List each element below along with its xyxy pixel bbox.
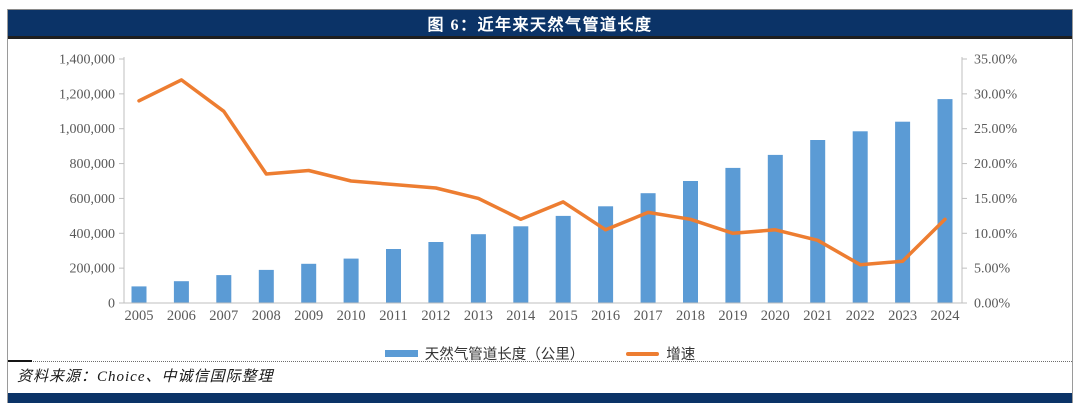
left-axis-label: 1,000,000 <box>59 122 115 137</box>
growth-line <box>137 78 947 267</box>
footer-divider-dotted <box>8 361 1072 362</box>
x-axis-label-2007: 2007 <box>209 308 238 324</box>
right-axis-label: 20.00% <box>974 157 1018 172</box>
x-axis-label-2010: 2010 <box>337 308 366 324</box>
bar-2012 <box>428 242 444 303</box>
bar-series-swatch <box>384 350 418 357</box>
x-axis-label-2008: 2008 <box>252 308 281 324</box>
right-axis-label: 0.00% <box>974 297 1011 312</box>
bar-2007 <box>216 275 232 303</box>
legend-item-pipeline: 天然气管道长度（公里） <box>384 343 585 364</box>
x-axis-label-2009: 2009 <box>294 308 323 324</box>
left-axis-label: 0 <box>108 297 115 312</box>
x-axis-label-2021: 2021 <box>803 308 832 324</box>
header-divider <box>7 36 1073 39</box>
x-axis-label-2014: 2014 <box>506 308 536 324</box>
x-axis-label-2023: 2023 <box>888 308 917 324</box>
right-axis-label: 30.00% <box>974 87 1018 102</box>
x-axis-label-2015: 2015 <box>549 308 578 324</box>
bar-2008 <box>258 269 274 303</box>
bar-series-label: 天然气管道长度（公里） <box>424 347 585 363</box>
left-axis-label: 1,200,000 <box>59 87 115 102</box>
bar-2018 <box>683 181 698 303</box>
pipeline-chart: 0 200,000 400,000 600,000 800,000 1,000,000 1,… <box>59 53 1018 325</box>
bar-2015 <box>555 215 571 303</box>
right-axis-label: 5.00% <box>974 262 1011 277</box>
x-axis-label-2016: 2016 <box>591 308 620 324</box>
bar-2010 <box>343 258 359 303</box>
bar-2016 <box>598 206 614 303</box>
bar-2014 <box>513 226 529 303</box>
x-axis-label-2013: 2013 <box>464 308 493 324</box>
x-axis-label-2006: 2006 <box>167 308 196 324</box>
legend-item-growth: 增速 <box>626 343 695 364</box>
x-axis-label-2011: 2011 <box>379 308 407 324</box>
chart-legend: 天然气管道长度（公里） 增速 <box>0 343 1080 364</box>
bar-2013 <box>470 234 486 303</box>
source-note: 资料来源：Choice、中诚信国际整理 <box>17 369 274 385</box>
right-axis-label: 15.00% <box>974 192 1018 207</box>
right-axis-label: 25.00% <box>974 122 1018 137</box>
figure-title: 图 6：近年来天然气管道长度 <box>427 17 653 34</box>
bar-2011 <box>386 249 401 303</box>
x-axis-label-2022: 2022 <box>846 308 875 324</box>
bar-2005 <box>131 286 147 303</box>
left-axis-label: 800,000 <box>70 157 116 172</box>
line-series-swatch <box>626 351 660 356</box>
bar-2017 <box>640 193 656 303</box>
right-axis-label: 35.00% <box>974 53 1018 68</box>
right-axis-label: 10.00% <box>974 227 1018 242</box>
x-axis-label-2018: 2018 <box>676 308 705 324</box>
bar-2009 <box>301 263 317 303</box>
bar-2022 <box>852 131 868 303</box>
left-axis-label: 400,000 <box>70 227 116 242</box>
bar-2019 <box>725 167 741 303</box>
x-axis-label-2012: 2012 <box>421 308 450 324</box>
x-axis-label-2017: 2017 <box>634 308 663 324</box>
left-axis-label: 600,000 <box>70 192 116 207</box>
x-axis-label-2020: 2020 <box>761 308 790 324</box>
x-axis-label-2019: 2019 <box>718 308 747 324</box>
bar-2023 <box>895 121 911 303</box>
left-axis-label: 200,000 <box>70 262 116 277</box>
bar-2021 <box>810 140 826 303</box>
x-axis-label-2024: 2024 <box>931 308 961 324</box>
figure-title-bar: 图 6：近年来天然气管道长度 <box>7 9 1073 36</box>
x-axis-label-2005: 2005 <box>125 308 154 324</box>
left-axis-label: 1,400,000 <box>59 53 115 68</box>
footer-divider-solid-tick <box>8 360 32 362</box>
bar-2024 <box>937 99 953 303</box>
line-series-label: 增速 <box>666 347 696 363</box>
bottom-accent-bar <box>7 393 1073 403</box>
bar-2006 <box>173 281 189 303</box>
